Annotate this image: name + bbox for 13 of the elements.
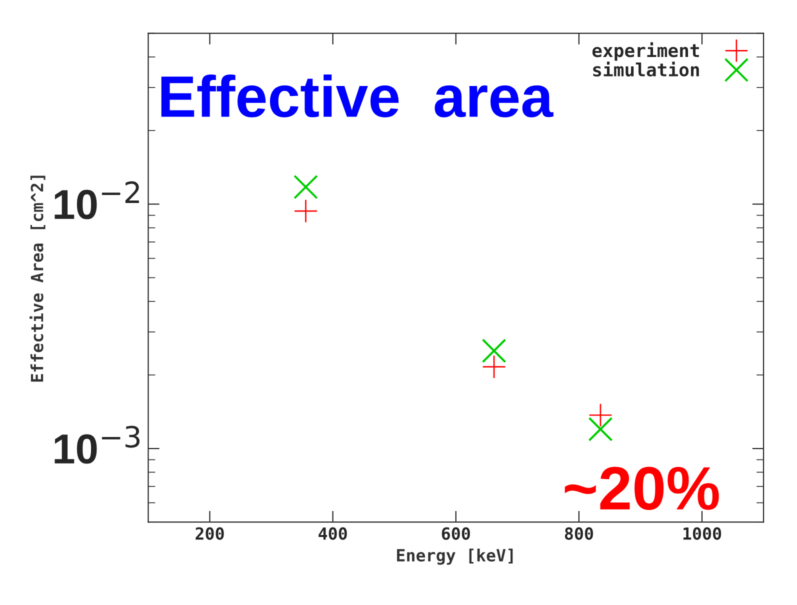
x-tick-label: 1000	[683, 527, 722, 540]
y-tick-label: 10$^{−2}$	[54, 181, 139, 220]
annotation: Effective area	[161, 74, 554, 118]
x-tick-label: 200	[196, 527, 224, 540]
y-tick-label: 10$^{−3}$	[54, 426, 140, 464]
x-tick-label: 600	[442, 527, 470, 540]
x-axis-title: Energy [keV]	[397, 548, 513, 565]
legend-label: simulation	[593, 62, 699, 77]
x-tick-label: 800	[564, 527, 593, 540]
y-axis-title: Effective Area [cm^2]	[30, 176, 46, 382]
annotation: ~20%	[564, 466, 719, 510]
legend-label: experiment	[592, 42, 699, 61]
x-tick-label: 400	[318, 527, 347, 540]
